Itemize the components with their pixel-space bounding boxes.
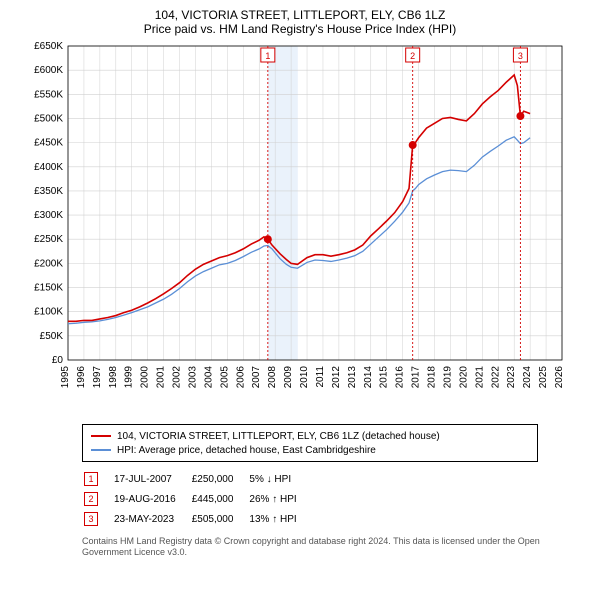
svg-text:£600K: £600K — [34, 65, 63, 76]
legend-swatch — [91, 435, 111, 437]
marker-number-icon: 1 — [84, 472, 98, 486]
svg-text:1997: 1997 — [92, 366, 103, 389]
legend-box: 104, VICTORIA STREET, LITTLEPORT, ELY, C… — [82, 424, 538, 462]
svg-text:£550K: £550K — [34, 89, 63, 100]
svg-text:2007: 2007 — [251, 366, 262, 389]
svg-text:2003: 2003 — [187, 366, 198, 389]
sale-date: 17-JUL-2007 — [114, 470, 190, 488]
svg-text:£250K: £250K — [34, 234, 63, 245]
svg-text:£100K: £100K — [34, 307, 63, 318]
legend-label: 104, VICTORIA STREET, LITTLEPORT, ELY, C… — [117, 431, 440, 442]
legend-row: 104, VICTORIA STREET, LITTLEPORT, ELY, C… — [91, 429, 529, 443]
svg-text:1998: 1998 — [108, 366, 119, 389]
marker-number-icon: 2 — [84, 492, 98, 506]
svg-text:2024: 2024 — [522, 366, 533, 389]
svg-text:1999: 1999 — [124, 366, 135, 389]
svg-text:2016: 2016 — [395, 366, 406, 389]
svg-text:2026: 2026 — [554, 366, 565, 389]
svg-text:2022: 2022 — [490, 366, 501, 389]
sale-price: £250,000 — [192, 470, 248, 488]
title-line-1: 104, VICTORIA STREET, LITTLEPORT, ELY, C… — [12, 8, 588, 22]
arrow-up-icon: ↑ — [272, 514, 277, 525]
svg-text:2005: 2005 — [219, 366, 230, 389]
sales-row: 1 17-JUL-2007£250,0005% ↓ HPI — [84, 470, 311, 488]
title-block: 104, VICTORIA STREET, LITTLEPORT, ELY, C… — [12, 8, 588, 36]
sale-date: 23-MAY-2023 — [114, 510, 190, 528]
svg-text:2020: 2020 — [458, 366, 469, 389]
sale-hpi-diff: 13% ↑ HPI — [249, 510, 310, 528]
svg-text:2015: 2015 — [379, 366, 390, 389]
footnote: Contains HM Land Registry data © Crown c… — [82, 536, 562, 558]
sales-row: 2 19-AUG-2016£445,00026% ↑ HPI — [84, 490, 311, 508]
svg-text:2014: 2014 — [363, 366, 374, 389]
sale-date: 19-AUG-2016 — [114, 490, 190, 508]
title-line-2: Price paid vs. HM Land Registry's House … — [12, 22, 588, 36]
svg-text:2012: 2012 — [331, 366, 342, 389]
sale-hpi-diff: 5% ↓ HPI — [249, 470, 310, 488]
svg-text:2018: 2018 — [427, 366, 438, 389]
svg-text:£300K: £300K — [34, 210, 63, 221]
chart-svg: £0 £50K £100K £150K £200K £250K £300K £350K £400… — [12, 40, 572, 410]
svg-text:2023: 2023 — [506, 366, 517, 389]
legend-swatch — [91, 449, 111, 451]
svg-text:£200K: £200K — [34, 258, 63, 269]
arrow-up-icon: ↑ — [272, 494, 277, 505]
svg-text:2010: 2010 — [299, 366, 310, 389]
svg-text:£50K: £50K — [40, 331, 64, 342]
page-container: 104, VICTORIA STREET, LITTLEPORT, ELY, C… — [0, 0, 600, 590]
svg-text:2004: 2004 — [203, 366, 214, 389]
svg-text:£150K: £150K — [34, 283, 63, 294]
svg-text:2017: 2017 — [411, 366, 422, 389]
svg-text:3: 3 — [518, 51, 523, 61]
legend-label: HPI: Average price, detached house, East… — [117, 445, 376, 456]
svg-text:1996: 1996 — [76, 366, 87, 389]
svg-text:2002: 2002 — [172, 366, 183, 389]
svg-text:2: 2 — [410, 51, 415, 61]
svg-text:£450K: £450K — [34, 138, 63, 149]
svg-text:2021: 2021 — [474, 366, 485, 389]
svg-text:£350K: £350K — [34, 186, 63, 197]
price-chart: £0 £50K £100K £150K £200K £250K £300K £350K £400… — [12, 40, 588, 420]
svg-text:£650K: £650K — [34, 41, 63, 52]
svg-text:£500K: £500K — [34, 113, 63, 124]
svg-text:2000: 2000 — [140, 366, 151, 389]
svg-text:2019: 2019 — [442, 366, 453, 389]
svg-text:2025: 2025 — [538, 366, 549, 389]
marker-number-icon: 3 — [84, 512, 98, 526]
svg-text:1995: 1995 — [60, 366, 71, 389]
svg-text:2013: 2013 — [347, 366, 358, 389]
sale-price: £505,000 — [192, 510, 248, 528]
svg-text:2006: 2006 — [235, 366, 246, 389]
legend-row: HPI: Average price, detached house, East… — [91, 443, 529, 457]
svg-text:2008: 2008 — [267, 366, 278, 389]
sale-hpi-diff: 26% ↑ HPI — [249, 490, 310, 508]
svg-text:2009: 2009 — [283, 366, 294, 389]
svg-text:£400K: £400K — [34, 162, 63, 173]
svg-text:1: 1 — [265, 51, 270, 61]
sale-price: £445,000 — [192, 490, 248, 508]
sales-row: 3 23-MAY-2023£505,00013% ↑ HPI — [84, 510, 311, 528]
arrow-down-icon: ↓ — [267, 474, 272, 485]
svg-text:2001: 2001 — [156, 366, 167, 389]
sales-table: 1 17-JUL-2007£250,0005% ↓ HPI 2 19-AUG-2016… — [82, 468, 313, 530]
svg-text:£0: £0 — [52, 355, 64, 366]
svg-text:2011: 2011 — [315, 366, 326, 388]
